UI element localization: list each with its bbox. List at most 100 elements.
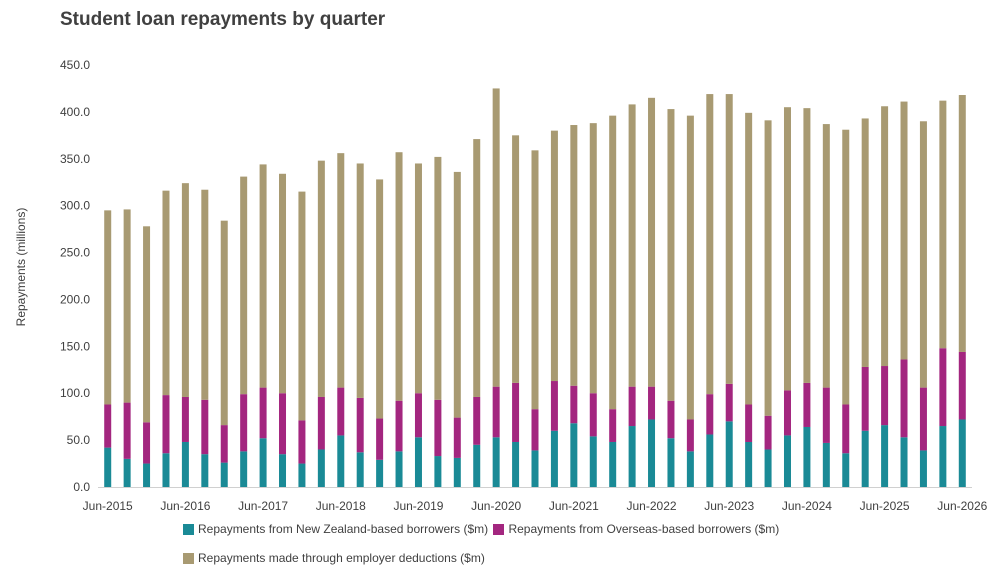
bar-segment-employer [764,120,772,416]
bar-segment-nz [881,425,889,487]
bar-segment-nz [919,450,927,487]
bar-segment-nz [143,463,151,487]
bar-segment-nz [570,423,578,487]
bar-segment-employer [220,220,228,426]
bar-segment-overseas [900,359,908,438]
bar-segment-nz [512,441,520,487]
bar-segment-overseas [492,386,500,438]
x-tick-label: Jun-2020 [471,499,521,513]
bar-segment-employer [240,176,248,395]
bar-segment-overseas [550,381,558,431]
bar-segment-overseas [531,409,539,451]
y-tick-label: 250.0 [60,246,90,260]
bar-segment-nz [279,454,287,487]
y-tick-label: 50.0 [67,433,91,447]
y-tick-label: 0.0 [73,480,90,494]
bar-segment-nz [900,437,908,487]
bar-segment-employer [356,163,364,398]
bar-segment-overseas [104,404,112,448]
bar-segment-nz [531,450,539,487]
bar-segment-nz [181,441,189,487]
bar-segment-employer [473,139,481,397]
bar-segment-overseas [414,393,422,438]
bar-segment-employer [686,115,694,420]
y-axis-ticks: 0.0 50.0 100.0 150.0 200.0 250.0 300.0 350.0 400… [60,58,90,494]
bar-segment-employer [881,106,889,367]
bar-segment-employer [822,124,830,388]
bar-segment-overseas [337,387,345,436]
bar-segment-employer [298,191,306,421]
bar-segment-overseas [939,348,947,427]
bar-segment-nz [686,451,694,487]
bar-segment-employer [648,97,656,387]
bar-segment-overseas [317,396,325,450]
bar-segment-nz [958,419,966,487]
bar-segment-nz [317,449,325,487]
bar-segment-employer [279,173,287,394]
x-tick-label: Jun-2021 [549,499,599,513]
bar-segment-overseas [648,386,656,420]
bar-segment-overseas [453,417,461,458]
bar-segment-nz [725,421,733,487]
y-tick-label: 350.0 [60,152,90,166]
bar-segment-employer [919,121,927,388]
bar-segment-employer [123,209,131,403]
bar-segment-overseas [298,420,306,464]
x-tick-label: Jun-2016 [160,499,210,513]
bar-segment-overseas [628,386,636,427]
bar-segment-nz [104,447,112,487]
bar-segment-overseas [259,387,267,439]
bar-segment-nz [939,426,947,487]
x-tick-label: Jun-2022 [627,499,677,513]
legend-label-nz: Repayments from New Zealand-based borrow… [198,522,489,536]
bar-segment-employer [570,125,578,386]
bar-segment-nz [259,438,267,487]
bar-segment-overseas [181,396,189,442]
bars [104,88,966,487]
legend-swatch-employer [183,552,194,564]
bar-segment-overseas [395,400,403,452]
bar-segment-employer [900,101,908,360]
legend-row-1: Repayments from New Zealand-based borrow… [183,522,781,538]
bar-segment-overseas [589,393,597,437]
bar-segment-employer [861,118,869,367]
y-tick-label: 150.0 [60,339,90,353]
bar-segment-overseas [881,366,889,426]
bar-segment-employer [783,107,791,391]
bar-segment-employer [201,189,209,400]
bar-segment-employer [589,123,597,394]
bar-segment-nz [162,453,170,487]
bar-segment-overseas [686,419,694,452]
bar-segment-employer [162,190,170,396]
x-tick-label: Jun-2018 [316,499,366,513]
bar-segment-overseas [240,394,248,452]
y-tick-label: 400.0 [60,105,90,119]
bar-segment-employer [939,100,947,349]
bar-segment-nz [473,444,481,487]
bar-segment-employer [706,94,714,395]
bar-segment-nz [706,434,714,487]
bar-segment-nz [745,441,753,487]
bar-segment-nz [648,419,656,487]
bar-segment-nz [453,457,461,487]
y-tick-label: 450.0 [60,58,90,72]
bar-segment-employer [453,171,461,418]
bar-segment-employer [492,88,500,387]
bar-segment-employer [414,163,422,394]
bar-segment-overseas [919,387,927,451]
bar-segment-employer [143,226,151,423]
bar-segment-overseas [764,415,772,450]
bar-segment-overseas [803,382,811,427]
bar-segment-overseas [376,418,384,460]
legend-item-employer: Repayments made through employer deducti… [183,551,485,565]
bar-segment-employer [434,156,442,400]
y-tick-label: 200.0 [60,292,90,306]
chart-title: Student loan repayments by quarter [60,9,386,30]
legend-item-overseas: Repayments from Overseas-based borrowers… [493,522,779,536]
bar-segment-employer [181,183,189,397]
bar-segment-overseas [667,400,675,439]
bar-segment-nz [220,462,228,487]
bar-segment-nz [822,442,830,487]
bar-segment-employer [667,109,675,401]
